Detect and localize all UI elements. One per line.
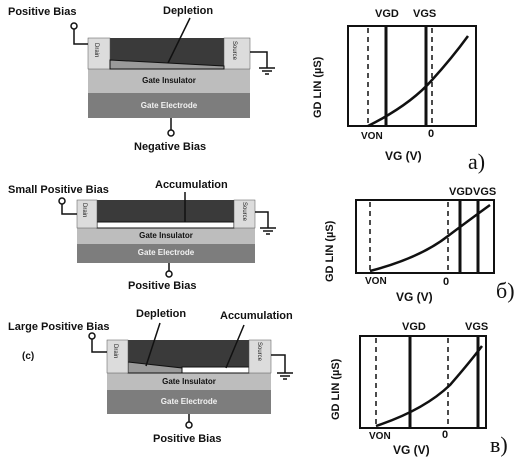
source-wire (255, 211, 269, 228)
large-positive-bias-label: Large Positive Bias (8, 321, 110, 333)
panel-letter-a: a) (468, 149, 486, 174)
conductance-plot-c (359, 335, 487, 429)
zero-label: 0 (443, 276, 450, 288)
gate-terminal (167, 129, 175, 137)
drain-text: Drain (81, 203, 87, 218)
gate-insulator-layer (88, 69, 250, 93)
vgd-label: VGD (449, 186, 473, 198)
gate-terminal (185, 421, 193, 429)
small-positive-bias-label: Small Positive Bias (8, 184, 109, 196)
drain-terminal (70, 22, 78, 30)
von-label: VON (361, 131, 383, 142)
drain-text: Drain (112, 344, 118, 359)
source-wire (271, 354, 286, 373)
panel-tag-c: (c) (22, 351, 35, 362)
gate-electrode-layer (107, 390, 271, 414)
conductance-curve (367, 35, 470, 128)
panel-letter-b: б) (496, 278, 515, 303)
gate-insulator-text: Gate Insulator (139, 231, 193, 240)
drain-text: Drain (93, 43, 99, 58)
depletion-pointer (167, 17, 191, 64)
gate-electrode-layer (77, 244, 255, 263)
x-axis-label: VG (V) (385, 149, 422, 163)
depletion-pointer (145, 322, 161, 367)
accumulation-pointer (225, 324, 245, 369)
conductance-curve (369, 203, 491, 273)
drain-wire (61, 204, 77, 215)
gate-insulator-layer (77, 228, 255, 244)
drain-terminal (88, 332, 96, 340)
gate-insulator-text: Gate Insulator (162, 377, 216, 386)
negative-bias-label: Negative Bias (134, 141, 207, 153)
vgs-label: VGS (413, 8, 437, 20)
vgs-label: VGS (473, 186, 497, 198)
x-axis-label: VG (V) (396, 290, 433, 304)
panel-letter-c: в) (490, 432, 508, 457)
gate-electrode-text: Gate Electrode (160, 397, 218, 406)
source-wire (250, 51, 268, 68)
source-text: Source (241, 202, 247, 222)
source-text: Source (256, 342, 262, 362)
device-schematic-b (58, 192, 276, 278)
source-contact (233, 199, 256, 229)
plot-frame (355, 199, 495, 274)
y-axis-label: GD LIN (µS) (330, 358, 342, 420)
gate-electrode-text: Gate Electrode (137, 248, 195, 257)
plot-frame (359, 335, 487, 429)
depletion-label: Depletion (163, 5, 214, 17)
semiconductor-layer (97, 200, 234, 224)
drain-contact (106, 339, 129, 374)
accumulation-label: Accumulation (155, 179, 228, 191)
zero-label: 0 (442, 429, 449, 441)
gate-terminal (165, 270, 173, 278)
device-schematic-c (88, 322, 293, 429)
zero-label: 0 (428, 128, 435, 140)
vgs-label: VGS (465, 321, 489, 333)
gate-electrode-layer (88, 93, 250, 118)
drain-wire (91, 339, 107, 353)
accumulation-layer (181, 366, 250, 374)
conductance-plot-b (355, 199, 495, 274)
device-schematic-a (70, 17, 275, 137)
x-axis-label: VG (V) (393, 443, 430, 457)
drain-terminal (58, 197, 66, 205)
von-label: VON (365, 276, 387, 287)
conductance-curve (375, 345, 483, 428)
depletion-wedge (109, 59, 225, 70)
plot-frame (347, 25, 477, 127)
von-label: VON (369, 431, 391, 442)
vgd-label: VGD (375, 8, 399, 20)
vgd-label: VGD (402, 321, 426, 333)
positive-bias-label: Positive Bias (153, 433, 222, 445)
positive-bias-label: Positive Bias (128, 280, 197, 292)
gate-insulator-text: Gate Insulator (142, 76, 196, 85)
drain-contact (87, 37, 111, 70)
accumulation-label: Accumulation (220, 310, 293, 322)
depletion-label: Depletion (136, 308, 187, 320)
drain-wire (73, 29, 88, 45)
gate-insulator-layer (107, 373, 271, 390)
gate-electrode-text: Gate Electrode (140, 101, 198, 110)
source-text: Source (231, 41, 237, 61)
source-contact (248, 339, 272, 374)
source-contact (223, 37, 251, 70)
positive-bias-label: Positive Bias (8, 6, 77, 18)
conductance-plot-a (347, 25, 477, 128)
